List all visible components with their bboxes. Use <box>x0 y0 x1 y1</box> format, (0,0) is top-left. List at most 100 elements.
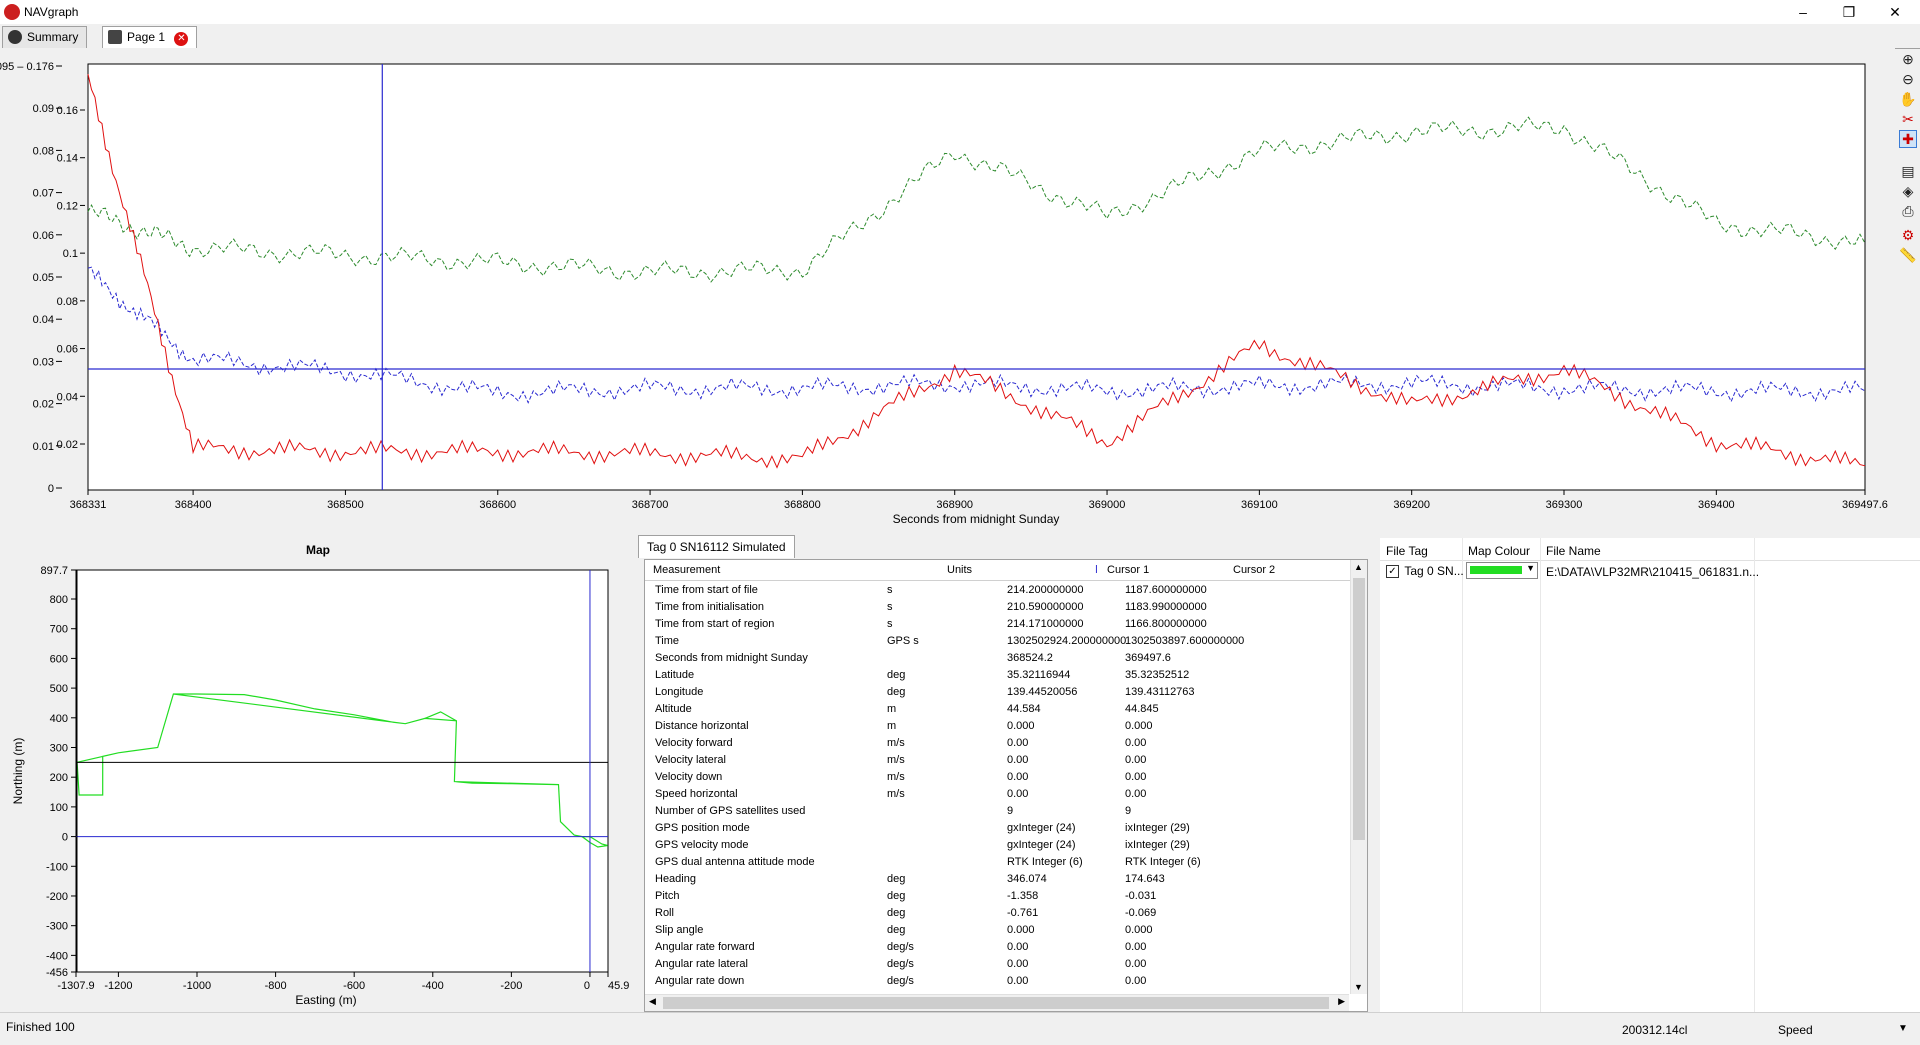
cursor-2-cell: -0.031 <box>1125 890 1157 902</box>
cursor-1-cell: 346.074 <box>1007 873 1047 885</box>
table-row[interactable]: GPS dual antenna attitude mode RTK Intege… <box>645 854 1345 871</box>
table-row[interactable]: Time GPS s 1302502924.200000000 1302503897.… <box>645 633 1345 650</box>
table-row[interactable]: Seconds from midnight Sunday 368524.2 3694… <box>645 650 1345 667</box>
table-row[interactable]: Angular rate down deg/s 0.00 0.00 <box>645 973 1345 990</box>
vertical-scrollbar[interactable]: ▲ ▼ <box>1350 560 1367 994</box>
plot-area[interactable] <box>87 63 1866 491</box>
map-y-tick-label: 0 <box>62 832 68 844</box>
cursor-1-cell: -1.358 <box>1007 890 1039 902</box>
summary-icon <box>8 30 22 44</box>
app-logo-icon <box>4 4 20 20</box>
mode-dropdown-icon[interactable]: ▼ <box>1898 1023 1908 1034</box>
minimize-button[interactable]: – <box>1799 4 1807 20</box>
table-row[interactable]: GPS velocity mode gxInteger (24) ixInteger… <box>645 837 1345 854</box>
print-icon[interactable]: ⎙ <box>1902 203 1914 219</box>
table-row[interactable]: Roll deg -0.761 -0.069 <box>645 905 1345 922</box>
cursor-off-icon[interactable]: ✂ <box>1902 111 1914 127</box>
table-row[interactable]: Velocity down m/s 0.00 0.00 <box>645 769 1345 786</box>
horizontal-scroll-thumb[interactable] <box>663 997 1329 1009</box>
col-measurement[interactable]: Measurement <box>653 564 721 576</box>
map-plot-area[interactable] <box>75 569 609 973</box>
table-row[interactable]: Latitude deg 35.32116944 35.32352512 <box>645 667 1345 684</box>
table-row[interactable]: Angular rate lateral deg/s 0.00 0.00 <box>645 956 1345 973</box>
x-tick-label: 369200 <box>1393 499 1430 511</box>
series-layer <box>87 73 1866 469</box>
zoom-out-icon[interactable]: ⊖ <box>1902 71 1914 87</box>
file-panel: File Tag Map Colour File Name ✓ Tag 0 SN… <box>1380 538 1920 1012</box>
tag-tab[interactable]: Tag 0 SN16112 Simulated <box>638 535 795 558</box>
x-tick-label: 369100 <box>1241 499 1278 511</box>
col-map-colour[interactable]: Map Colour <box>1468 544 1531 558</box>
col-file-name[interactable]: File Name <box>1546 544 1601 558</box>
cursor-1-cell: 214.200000000 <box>1007 584 1084 596</box>
dropdown-arrow-icon: ▼ <box>1526 563 1535 573</box>
col-cursor-1[interactable]: ǀ Cursor 1 <box>1095 564 1149 576</box>
horizontal-scrollbar[interactable]: ◀ ▶ <box>645 994 1349 1011</box>
table-row[interactable]: Time from start of region s 214.171000000 1… <box>645 616 1345 633</box>
left-tick-label: 0.04 <box>33 314 54 326</box>
scroll-up-icon[interactable]: ▲ <box>1354 562 1363 572</box>
map-track-layer <box>76 570 608 972</box>
units-cell: m/s <box>887 771 905 783</box>
status-mode[interactable]: Speed <box>1778 1023 1813 1037</box>
cursor-layer[interactable] <box>88 64 1865 490</box>
left-tick-label: 0.08 <box>33 145 54 157</box>
tab-summary-label: Summary <box>27 30 79 44</box>
cursor-1-cell: 139.44520056 <box>1007 686 1078 698</box>
file-checkbox[interactable]: ✓ <box>1386 565 1399 579</box>
ruler-icon[interactable]: 📏 <box>1899 247 1917 263</box>
close-tab-icon[interactable]: ✕ <box>174 32 189 46</box>
map-y-tick-label: -100 <box>46 861 68 873</box>
col-file-tag[interactable]: File Tag <box>1386 544 1428 558</box>
scroll-left-icon[interactable]: ◀ <box>649 996 656 1006</box>
table-row[interactable]: Angular rate forward deg/s 0.00 0.00 <box>645 939 1345 956</box>
measurement-table[interactable]: Measurement Units ǀ Cursor 1 Cursor 2 Ti… <box>644 559 1368 1012</box>
scroll-down-icon[interactable]: ▼ <box>1354 982 1363 992</box>
measurement-cell: Angular rate lateral <box>655 958 748 970</box>
map-y-tick-label: -456 <box>46 967 68 979</box>
measurement-cell: Time from initialisation <box>655 601 765 613</box>
table-row[interactable]: Altitude m 44.584 44.845 <box>645 701 1345 718</box>
export-image-icon[interactable]: ◈ <box>1902 183 1914 199</box>
close-window-button[interactable]: ✕ <box>1889 4 1901 20</box>
map-y-tick-label: 897.7 <box>40 565 68 577</box>
pan-hand-icon[interactable]: ✋ <box>1899 91 1917 107</box>
table-row[interactable]: Time from start of file s 214.200000000 118… <box>645 582 1345 599</box>
col-units[interactable]: Units <box>947 564 973 576</box>
table-row[interactable]: Time from initialisation s 210.590000000 11… <box>645 599 1345 616</box>
save-icon[interactable]: ▤ <box>1901 163 1915 179</box>
restore-button[interactable]: ❐ <box>1842 4 1856 20</box>
table-row[interactable]: Velocity lateral m/s 0.00 0.00 <box>645 752 1345 769</box>
map-panel[interactable]: Map 897.7 800 700 600 500 400 300 200 100 0 -100 -2… <box>0 538 640 1010</box>
file-row[interactable]: ✓ Tag 0 SN... <box>1386 564 1464 579</box>
right-tick-label: 0.02 <box>57 439 78 451</box>
cursor-2-cell: RTK Integer (6) <box>1125 856 1201 868</box>
vertical-scroll-thumb[interactable] <box>1353 578 1365 840</box>
table-row[interactable]: Pitch deg -1.358 -0.031 <box>645 888 1345 905</box>
series-line-3 <box>87 73 1866 469</box>
table-row[interactable]: Heading deg 346.074 174.643 <box>645 871 1345 888</box>
map-colour-select[interactable]: ▼ <box>1466 562 1538 579</box>
settings-icon[interactable]: ⚙ <box>1901 227 1915 243</box>
units-cell: deg <box>887 686 906 698</box>
map-y-tick-label: -400 <box>46 950 68 962</box>
table-row[interactable]: Speed horizontal m/s 0.00 0.00 <box>645 786 1345 803</box>
cursor-2-cell: 0.00 <box>1125 958 1147 970</box>
tab-page-1[interactable]: Page 1 ✕ <box>102 26 198 48</box>
measurement-cell: Angular rate forward <box>655 941 755 953</box>
tab-summary[interactable]: Summary <box>2 26 88 48</box>
table-row[interactable]: Velocity forward m/s 0.00 0.00 <box>645 735 1345 752</box>
table-row[interactable]: GPS position mode gxInteger (24) ixInteger… <box>645 820 1345 837</box>
measurement-cell: Pitch <box>655 890 680 902</box>
zoom-in-icon[interactable]: ⊕ <box>1902 51 1914 67</box>
table-row[interactable]: Distance horizontal m 0.000 0.000 <box>645 718 1345 735</box>
x-tick-label: 368600 <box>479 499 516 511</box>
table-row[interactable]: Longitude deg 139.44520056 139.43112763 <box>645 684 1345 701</box>
units-cell: m/s <box>887 737 905 749</box>
scroll-right-icon[interactable]: ▶ <box>1338 996 1345 1006</box>
crosshair-cursor-icon[interactable]: ✚ <box>1899 130 1917 148</box>
table-row[interactable]: Number of GPS satellites used 9 9 <box>645 803 1345 820</box>
col-cursor-2[interactable]: Cursor 2 <box>1233 564 1276 576</box>
table-row[interactable]: Slip angle deg 0.000 0.000 <box>645 922 1345 939</box>
main-graph[interactable]: 0.095 – 0.1760.090.080.070.060.050.040.0… <box>0 48 1895 533</box>
